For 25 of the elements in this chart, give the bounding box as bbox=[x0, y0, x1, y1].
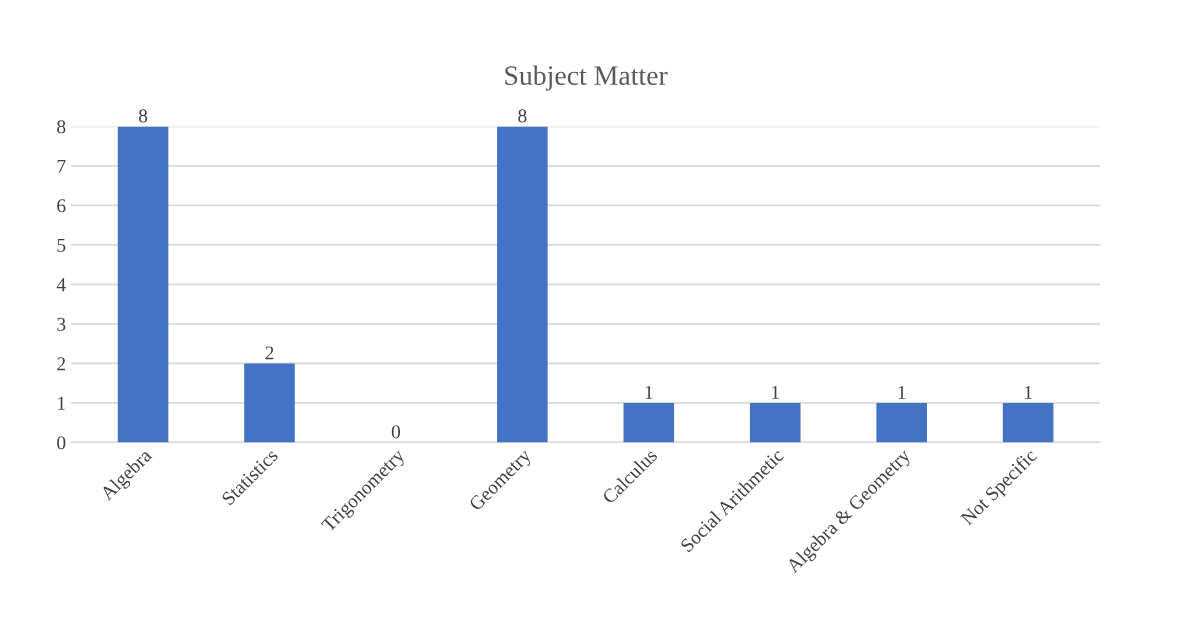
data-label: 1 bbox=[645, 385, 653, 399]
y-tick-label: 0 bbox=[57, 436, 66, 450]
data-label: 1 bbox=[772, 385, 779, 399]
bar bbox=[497, 126, 548, 443]
data-label: 1 bbox=[898, 385, 906, 399]
bar bbox=[117, 126, 169, 443]
y-tick-label: 3 bbox=[57, 317, 66, 331]
bar bbox=[749, 402, 801, 443]
data-label: 8 bbox=[138, 109, 148, 123]
bar bbox=[623, 402, 675, 443]
data-label: 8 bbox=[518, 109, 527, 123]
bar bbox=[1002, 402, 1054, 443]
y-tick-label: 7 bbox=[57, 159, 66, 173]
data-label: 2 bbox=[265, 346, 274, 360]
y-tick-label: 6 bbox=[57, 199, 66, 213]
data-label: 1 bbox=[1024, 385, 1032, 399]
bar bbox=[876, 402, 927, 443]
y-tick-label: 4 bbox=[56, 278, 66, 292]
data-label: 0 bbox=[391, 425, 401, 439]
y-tick-label: 8 bbox=[57, 120, 66, 134]
y-tick-label: 2 bbox=[57, 357, 66, 371]
bar bbox=[244, 363, 295, 443]
chart-title: Subject Matter bbox=[505, 65, 668, 91]
y-tick-label: 5 bbox=[57, 238, 66, 252]
y-tick-label: 1 bbox=[58, 396, 65, 410]
